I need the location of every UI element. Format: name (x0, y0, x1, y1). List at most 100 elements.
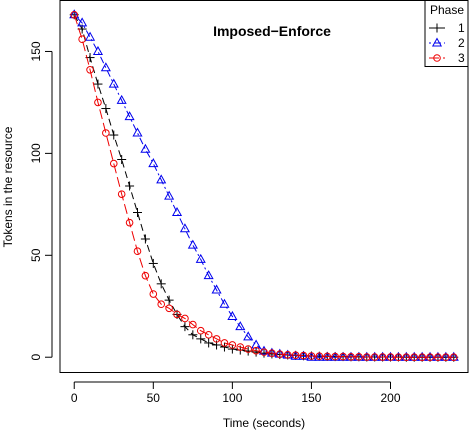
y-axis: 0 50 100 150 (29, 41, 53, 361)
series-3-point (94, 98, 102, 107)
series-1 (69, 10, 459, 362)
series-3-point (204, 330, 213, 339)
series-2-point (251, 339, 262, 349)
series-3-point (323, 352, 332, 361)
series-layer (69, 9, 459, 362)
series-3-point (378, 353, 387, 361)
series-3-line (73, 14, 454, 358)
series-3-point (86, 66, 94, 74)
series-2-point (108, 78, 119, 88)
legend-label-1: 1 (458, 21, 465, 35)
y-tick-label: 0 (29, 354, 43, 361)
legend-box (424, 0, 469, 67)
series-1-point (101, 104, 111, 114)
chart-title: Imposed−Enforce (213, 23, 331, 39)
series-1-point (140, 234, 150, 244)
x-axis-label: Time (seconds) (223, 416, 305, 430)
series-3-point (149, 290, 158, 298)
plot-frame (59, 0, 469, 373)
series-2-point (132, 127, 143, 137)
series-3-point (370, 353, 379, 361)
series-1-point (180, 322, 190, 332)
series-2-point (156, 174, 167, 184)
series-3-point (276, 350, 284, 358)
series-2-point (124, 111, 135, 121)
series-2-point (211, 284, 222, 294)
series-2-point (243, 331, 254, 341)
series-3-point (418, 353, 426, 362)
legend-label-2: 2 (458, 36, 465, 50)
series-2-point (92, 45, 104, 55)
series-3-point (141, 271, 150, 280)
series-1-point (156, 279, 166, 289)
series-3-point (386, 353, 395, 361)
series-3-point (117, 190, 126, 198)
y-tick-label: 50 (29, 248, 43, 262)
series-3-point (228, 341, 237, 349)
series-3-point (268, 349, 276, 357)
series-3-point (442, 353, 450, 362)
x-axis: 0 50 100 150 200 (71, 381, 401, 405)
series-2-point (219, 298, 230, 308)
series-3-point (394, 353, 403, 362)
series-1-point (93, 79, 103, 89)
series-3-point (165, 304, 173, 313)
series-3-point (362, 353, 371, 361)
x-tick-label: 50 (147, 391, 161, 405)
series-3-point (283, 350, 292, 359)
series-3-point (252, 346, 260, 355)
series-1-point (132, 207, 142, 217)
series-3-point (78, 35, 86, 44)
legend-label-3: 3 (458, 51, 465, 65)
series-3-point (212, 335, 221, 343)
series-3-point (307, 352, 316, 360)
series-3-point (102, 129, 110, 137)
series-3-point (181, 314, 189, 323)
series-3-point (244, 345, 252, 353)
x-tick-label: 0 (71, 391, 78, 405)
series-1-point (227, 344, 237, 354)
series-2-point (258, 345, 270, 355)
series-2-point (100, 62, 111, 72)
x-tick-label: 200 (380, 391, 400, 405)
y-axis-label: Tokens in the resource (1, 126, 15, 247)
x-tick-label: 150 (301, 391, 321, 405)
series-1-point (196, 334, 206, 344)
series-2-point (235, 321, 246, 331)
series-1-point (125, 181, 135, 191)
series-3-point (299, 351, 308, 360)
legend-marker-1 (432, 23, 442, 33)
series-1-point (188, 330, 198, 340)
series-3-point (70, 10, 79, 19)
series-3-point (125, 218, 134, 227)
series-1-point (204, 338, 214, 348)
series-2-point (77, 17, 88, 27)
series-2-point (164, 190, 175, 200)
series-3-point (402, 353, 411, 362)
series-3-point (426, 353, 434, 362)
series-3-point (347, 353, 355, 361)
series-3-point (189, 320, 197, 329)
legend: Phase 123 (424, 0, 469, 67)
series-3-point (315, 352, 324, 360)
series-2-line (73, 14, 454, 358)
series-3-point (449, 353, 458, 362)
series-2-point (227, 310, 238, 320)
series-2-point (84, 31, 96, 41)
series-2-point (203, 270, 214, 280)
legend-marker-2 (431, 37, 443, 47)
y-tick-label: 150 (29, 41, 43, 61)
series-3-point (434, 353, 442, 362)
series-1-point (219, 342, 229, 352)
series-3-point (236, 343, 245, 351)
series-3-point (331, 352, 339, 361)
series-3-point (133, 247, 142, 256)
series-3-point (173, 310, 181, 319)
series-1-point (117, 154, 127, 164)
series-2-point (148, 158, 159, 168)
series-3-point (410, 353, 419, 362)
series-2-point (187, 239, 198, 249)
series-2-point (171, 206, 183, 216)
series-3-point (291, 351, 300, 359)
